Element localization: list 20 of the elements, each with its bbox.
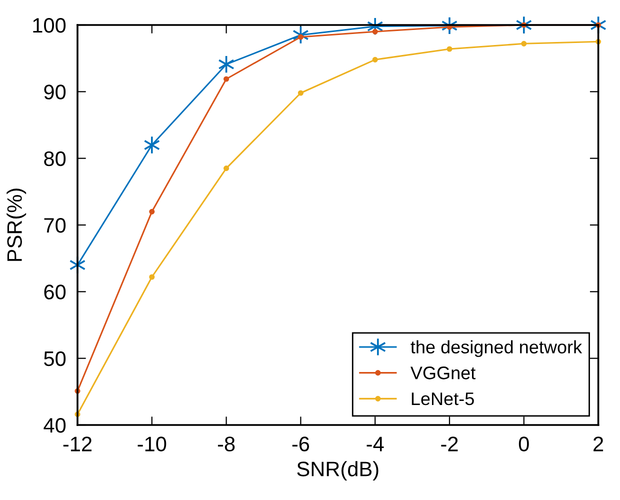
legend-label: VGGnet xyxy=(410,366,476,380)
y-tick-label: 100 xyxy=(33,18,66,33)
y-axis-title: PSR(%) xyxy=(6,188,26,261)
x-tick-label: -8 xyxy=(218,436,235,452)
x-tick-label: -2 xyxy=(441,436,458,452)
legend-label: the designed network xyxy=(410,340,582,358)
legend-label: LeNet-5 xyxy=(412,392,474,406)
y-tick-label: 50 xyxy=(44,351,66,366)
y-tick-label: 90 xyxy=(44,84,66,100)
x-tick-label: -10 xyxy=(138,436,166,452)
x-tick-label: -12 xyxy=(63,436,92,452)
x-tick-label: -6 xyxy=(292,436,310,452)
y-tick-label: 80 xyxy=(44,151,66,166)
x-tick-label: 2 xyxy=(594,436,604,452)
x-tick-label: 0 xyxy=(518,436,529,452)
y-tick-label: 60 xyxy=(44,284,66,300)
y-tick-label: 40 xyxy=(44,418,66,433)
y-tick-label: 70 xyxy=(44,218,66,233)
x-tick-label: -4 xyxy=(366,436,384,452)
x-axis-title: SNR(dB) xyxy=(297,461,378,480)
